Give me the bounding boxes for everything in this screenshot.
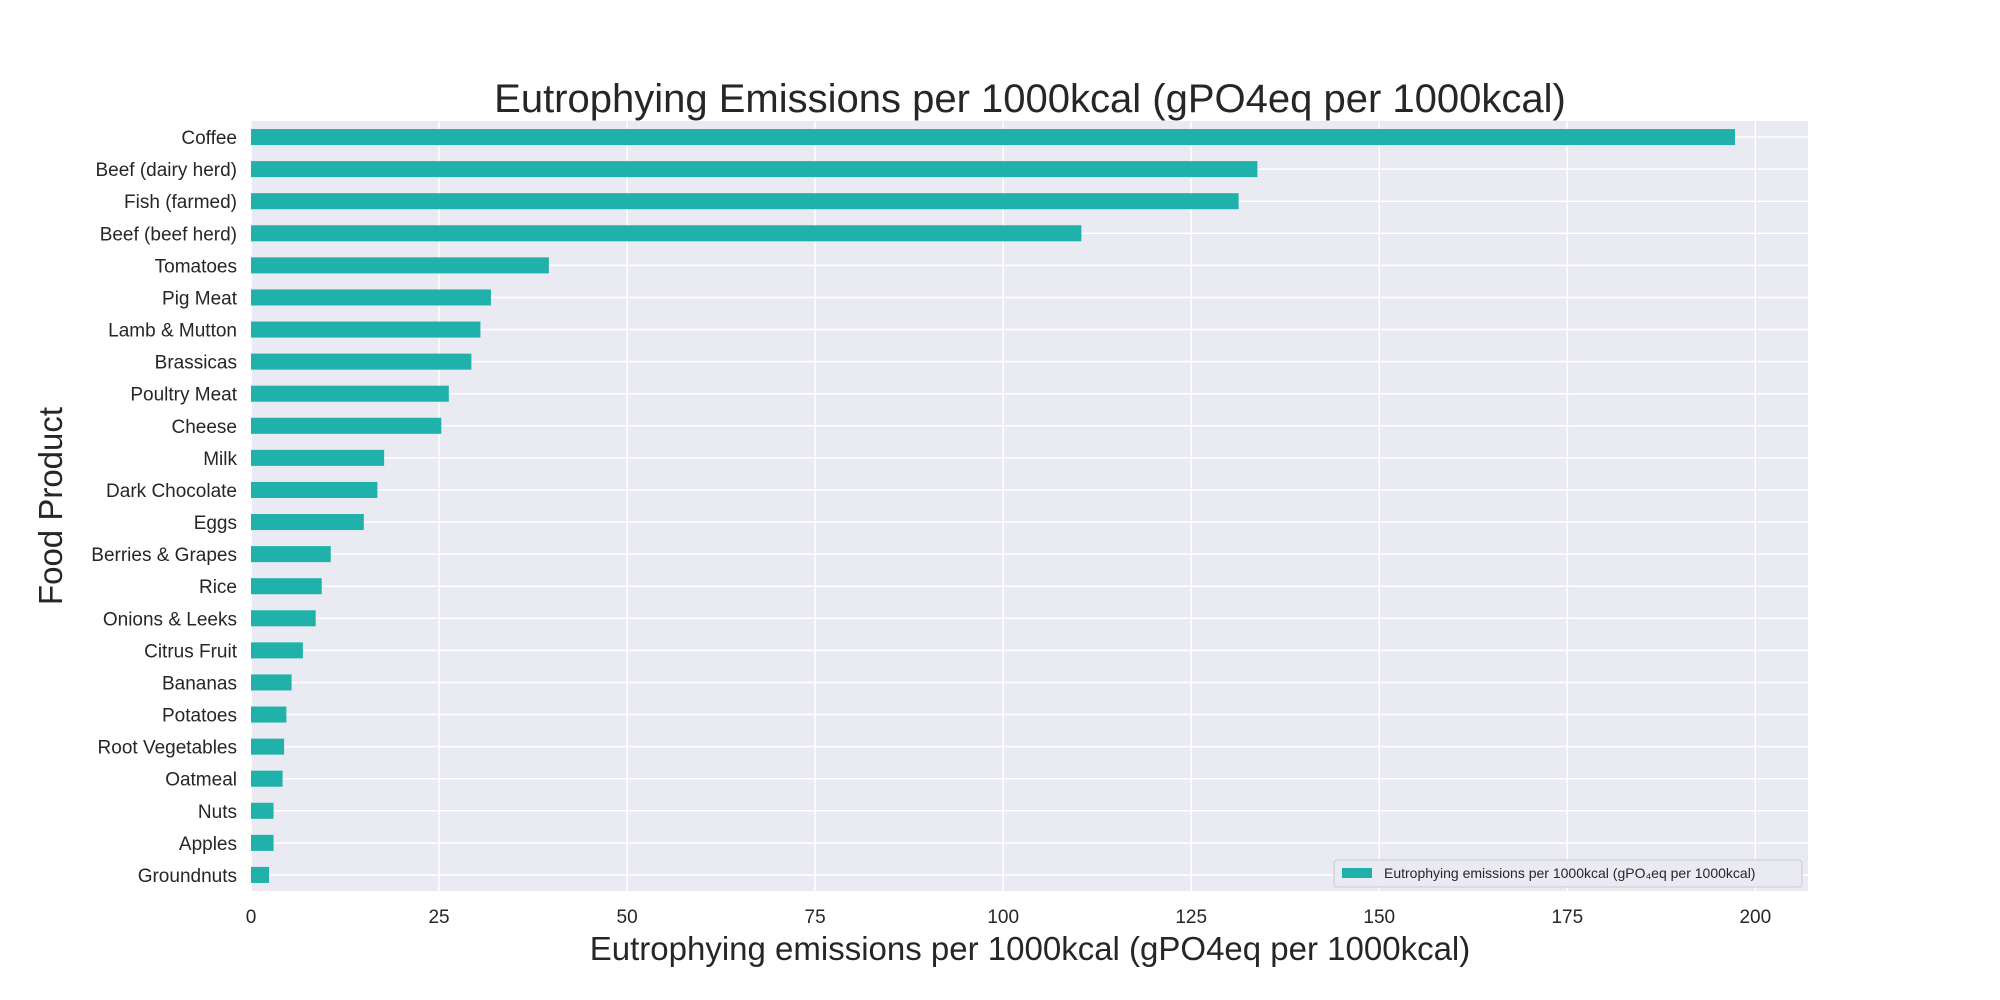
y-tick-label: Berries & Grapes	[91, 545, 237, 566]
legend-box	[1333, 859, 1803, 888]
y-tick-label: Potatoes	[162, 706, 237, 727]
y-tick-label: Bananas	[162, 673, 237, 694]
y-tick-label: Coffee	[181, 128, 237, 149]
x-tick-label: 150	[1363, 907, 1395, 928]
bar	[251, 225, 1082, 242]
x-tick-label: 50	[617, 907, 638, 928]
plot-area	[251, 121, 1808, 891]
y-tick-label: Dark Chocolate	[106, 481, 237, 502]
bar	[251, 514, 364, 531]
x-tick-label: 25	[428, 907, 449, 928]
y-tick-label: Beef (beef herd)	[100, 224, 237, 245]
y-tick-label: Oatmeal	[165, 770, 237, 791]
y-tick-label: Lamb & Mutton	[108, 321, 237, 342]
bar	[251, 706, 287, 723]
bar	[251, 257, 549, 274]
bar	[251, 129, 1736, 146]
bar	[251, 674, 292, 691]
chart-title: Eutrophying Emissions per 1000kcal (gPO4…	[494, 77, 1566, 121]
bar	[251, 578, 322, 595]
bar	[251, 417, 442, 434]
legend: Eutrophying emissions per 1000kcal (gPO₄…	[1333, 859, 1803, 888]
x-tick-label: 0	[246, 907, 257, 928]
legend-label: Eutrophying emissions per 1000kcal (gPO₄…	[1384, 865, 1755, 881]
bar	[251, 481, 378, 498]
bar	[251, 385, 449, 402]
legend-swatch	[1342, 868, 1372, 878]
bar	[251, 610, 316, 627]
y-tick-label: Cheese	[172, 417, 238, 438]
y-axis-label: Food Product	[32, 407, 69, 605]
y-tick-label: Citrus Fruit	[144, 641, 238, 662]
x-tick-label: 200	[1739, 907, 1771, 928]
bar	[251, 449, 385, 466]
y-tick-label: Root Vegetables	[98, 738, 237, 759]
y-tick-label: Milk	[203, 449, 237, 470]
x-axis-label: Eutrophying emissions per 1000kcal (gPO4…	[590, 930, 1471, 967]
y-tick-label: Fish (farmed)	[124, 192, 237, 213]
bar	[251, 193, 1239, 210]
y-tick-label: Apples	[179, 834, 237, 855]
bar	[251, 289, 491, 306]
y-tick-label: Poultry Meat	[130, 385, 237, 406]
bar	[251, 546, 331, 563]
bar	[251, 642, 303, 659]
y-tick-label: Brassicas	[155, 353, 237, 374]
bar	[251, 738, 285, 755]
bar	[251, 161, 1258, 178]
y-tick-label: Pig Meat	[162, 288, 238, 309]
x-tick-label: 175	[1551, 907, 1583, 928]
bar	[251, 834, 274, 851]
bar	[251, 866, 270, 883]
bars	[251, 129, 1736, 883]
y-tick-label: Eggs	[194, 513, 237, 534]
x-tick-label: 125	[1175, 907, 1207, 928]
x-tick-labels: 0 25 50 75 100 125 150 175 200	[246, 907, 1771, 928]
bar	[251, 321, 481, 338]
bar	[251, 353, 472, 370]
y-tick-label: Beef (dairy herd)	[95, 160, 237, 181]
y-tick-label: Nuts	[198, 802, 237, 823]
x-tick-label: 100	[987, 907, 1019, 928]
y-tick-label: Groundnuts	[138, 866, 237, 887]
x-tick-label: 75	[805, 907, 826, 928]
y-tick-labels: Coffee Beef (dairy herd) Fish (farmed) Beef…	[91, 128, 237, 887]
y-tick-label: Onions & Leeks	[103, 609, 237, 630]
y-tick-label: Rice	[199, 577, 237, 598]
y-tick-label: Tomatoes	[155, 256, 237, 277]
bar	[251, 802, 274, 819]
bar	[251, 770, 283, 787]
